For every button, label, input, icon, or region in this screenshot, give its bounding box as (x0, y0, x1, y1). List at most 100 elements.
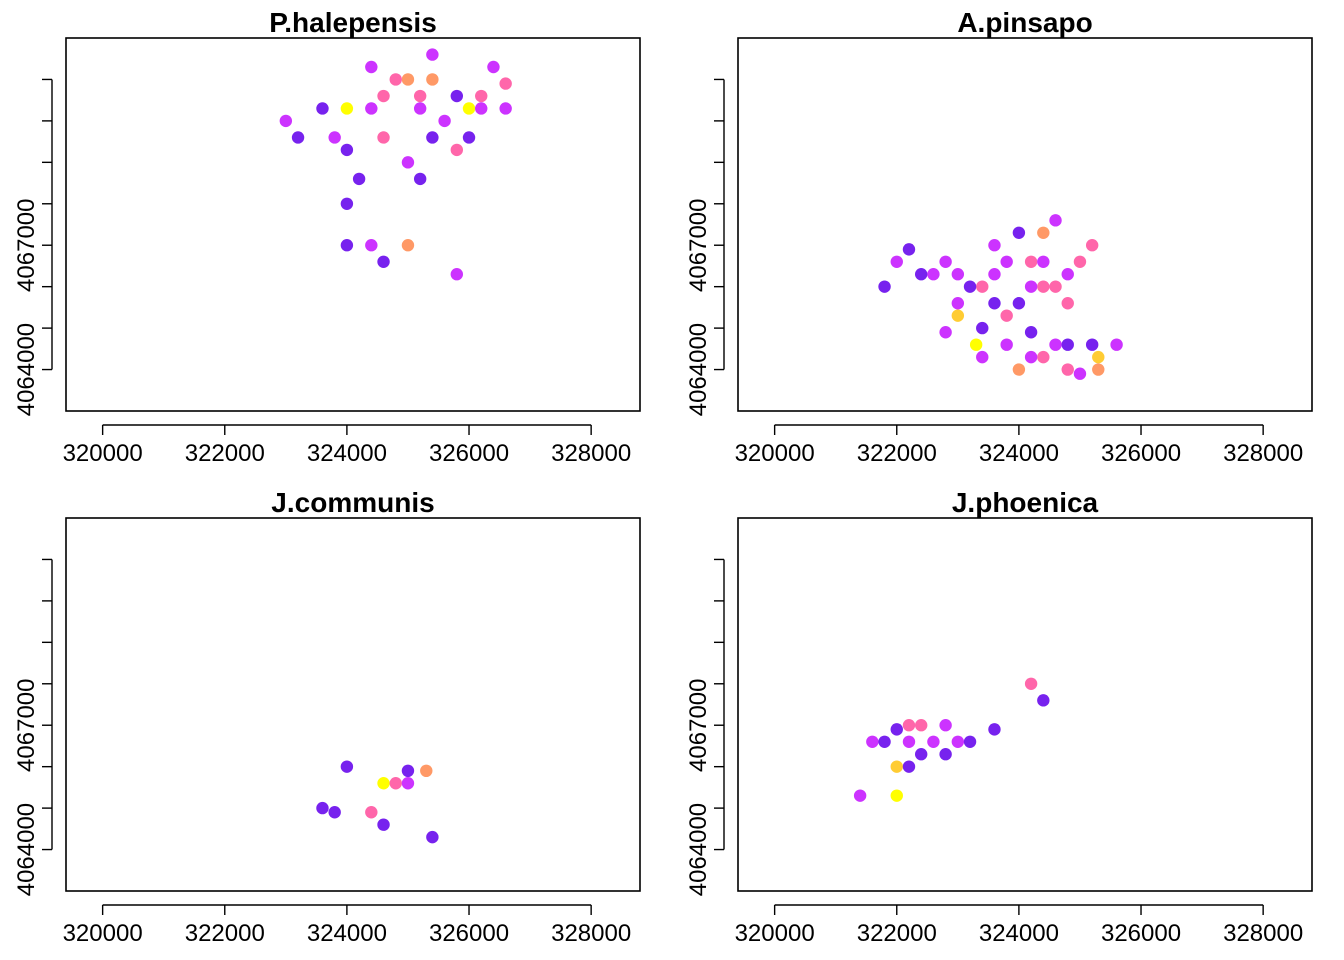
x-tick-label: 328000 (551, 920, 631, 947)
panel-p-halepensis: P.halepensis 320000 322000 324000 326000 3280… (13, 7, 641, 467)
data-points (853, 677, 1050, 802)
data-point (462, 102, 476, 115)
data-point (988, 268, 1001, 281)
data-point (401, 239, 415, 252)
data-point (939, 255, 952, 268)
data-point (902, 760, 916, 773)
data-point (976, 280, 989, 293)
data-point (475, 89, 488, 103)
panel-j-communis: J.communis 320000 322000 324000 326000 328000… (13, 487, 641, 947)
x-tick-label: 324000 (307, 440, 387, 467)
data-point (401, 777, 415, 790)
x-tick-label: 326000 (1101, 440, 1181, 467)
data-point (927, 735, 940, 748)
data-point (914, 719, 928, 732)
y-tick-label: 4067000 (13, 679, 40, 772)
data-point (377, 255, 390, 268)
data-point (927, 268, 940, 281)
data-point (890, 255, 903, 268)
data-point (316, 801, 329, 815)
x-tick-label: 320000 (63, 440, 143, 467)
data-point (1061, 363, 1074, 376)
data-point (914, 748, 928, 761)
x-tick-label: 328000 (1223, 440, 1303, 467)
data-point (853, 789, 867, 802)
plot-area (737, 37, 1313, 412)
data-point (365, 806, 378, 819)
x-tick-label: 328000 (551, 440, 631, 467)
y-axis: 4064000 4067000 (685, 78, 725, 416)
data-point (413, 172, 427, 186)
data-point (951, 735, 965, 748)
data-point (328, 806, 341, 819)
data-point (878, 280, 891, 293)
data-point (340, 760, 354, 773)
data-point (890, 789, 903, 802)
y-tick-label: 4067000 (685, 679, 712, 772)
data-point (1049, 280, 1062, 293)
data-point (462, 131, 476, 144)
data-point (963, 735, 977, 748)
data-point (426, 830, 439, 844)
data-point (352, 172, 366, 186)
data-point (475, 102, 488, 115)
data-point (377, 89, 390, 103)
data-point (487, 60, 500, 74)
data-point (1061, 338, 1074, 351)
chart-title: A.pinsapo (957, 7, 1092, 38)
data-point (1024, 350, 1038, 364)
data-point (1037, 226, 1050, 239)
data-point (902, 735, 916, 748)
data-point (1110, 338, 1123, 351)
data-point (377, 777, 390, 790)
data-point (890, 723, 903, 736)
plot-area (737, 517, 1313, 892)
data-point (1092, 363, 1105, 376)
x-tick-label: 324000 (979, 920, 1059, 947)
y-tick-label: 4064000 (685, 323, 712, 416)
data-point (328, 131, 341, 144)
x-tick-label: 326000 (429, 440, 509, 467)
data-point (450, 89, 464, 103)
data-point (401, 73, 415, 86)
data-point (291, 131, 305, 144)
data-point (1037, 350, 1050, 364)
chart-title: J.communis (271, 487, 434, 518)
data-point (969, 338, 983, 351)
data-point (340, 143, 354, 157)
x-tick-label: 322000 (857, 920, 937, 947)
y-axis: 4064000 4067000 (13, 78, 53, 416)
data-point (426, 131, 439, 144)
plot-area (65, 37, 641, 412)
x-tick-label: 326000 (429, 920, 509, 947)
x-tick-label: 328000 (1223, 920, 1303, 947)
data-point (1012, 363, 1026, 376)
x-tick-label: 322000 (857, 440, 937, 467)
data-point (279, 114, 293, 128)
data-point (1073, 255, 1087, 268)
data-point (1000, 255, 1013, 268)
data-point (914, 268, 928, 281)
data-point (939, 719, 952, 732)
data-point (1037, 280, 1050, 293)
data-point (1049, 214, 1062, 227)
data-point (1012, 297, 1026, 310)
x-tick-label: 324000 (979, 440, 1059, 467)
data-point (1061, 268, 1074, 281)
data-point (951, 268, 965, 281)
data-point (377, 131, 390, 144)
data-point (939, 326, 952, 339)
data-point (1073, 367, 1087, 380)
y-tick-label: 4064000 (685, 803, 712, 896)
y-axis: 4064000 4067000 (685, 558, 725, 896)
data-point (988, 239, 1001, 252)
data-point (1085, 338, 1099, 351)
data-point (499, 102, 512, 115)
x-axis: 320000 322000 324000 326000 328000 (63, 424, 631, 467)
data-points (279, 48, 512, 281)
data-point (499, 77, 512, 90)
data-point (1012, 226, 1026, 239)
data-point (389, 73, 402, 86)
data-point (988, 723, 1001, 736)
data-point (963, 280, 977, 293)
